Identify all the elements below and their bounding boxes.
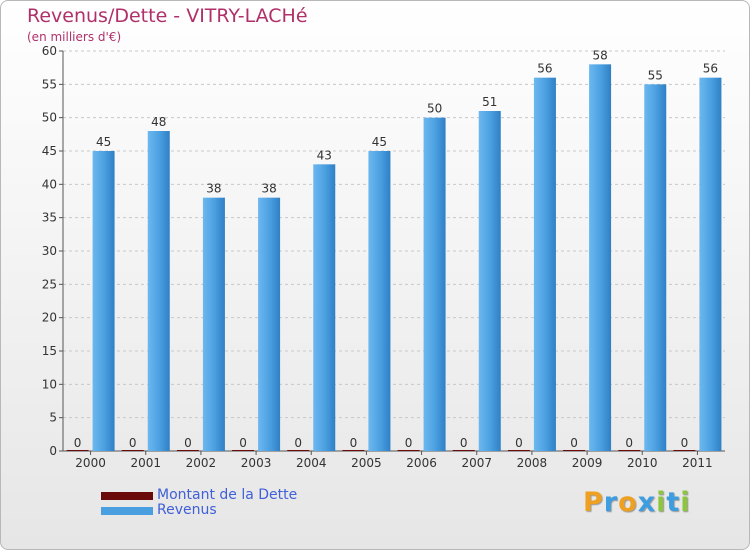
bar-revenus (533, 77, 556, 452)
bar-dette (618, 450, 641, 451)
data-label-revenus: 55 (648, 68, 663, 82)
y-tick-label: 35 (42, 211, 57, 225)
data-label-revenus: 38 (206, 182, 221, 196)
legend-swatch-revenus (101, 507, 153, 515)
logo-letter: P (583, 487, 604, 518)
y-tick-label: 10 (42, 377, 57, 391)
data-label-dette: 0 (294, 436, 302, 450)
data-label-dette: 0 (129, 436, 137, 450)
logo-letter: i (680, 487, 691, 518)
y-tick-label: 60 (42, 44, 57, 58)
legend-swatch-dette (101, 492, 153, 500)
data-label-revenus: 45 (372, 135, 387, 149)
data-labels: 0 45 0 48 0 38 0 38 0 43 0 45 0 50 0 51 0 56 0 58 0 55 0 56 (74, 48, 718, 450)
logo-letter: i (656, 487, 667, 518)
x-tick-label: 2006 (406, 456, 437, 470)
logo-letter: x (637, 487, 657, 518)
bar-dette (673, 450, 696, 451)
bar-dette (452, 450, 475, 451)
bar-dette (176, 450, 199, 451)
x-tick-label: 2005 (351, 456, 382, 470)
bar-revenus (147, 131, 170, 451)
data-label-revenus: 43 (317, 148, 332, 162)
data-label-dette: 0 (460, 436, 468, 450)
x-tick-label: 2003 (241, 456, 272, 470)
grid-lines (63, 50, 725, 452)
data-label-revenus: 56 (703, 62, 718, 76)
data-label-dette: 0 (515, 436, 523, 450)
data-label-revenus: 38 (261, 182, 276, 196)
x-tick-label: 2002 (186, 456, 217, 470)
x-tick-label: 2011 (682, 456, 713, 470)
x-tick-label: 2008 (517, 456, 548, 470)
y-tick-label: 20 (42, 311, 57, 325)
bar-revenus (478, 111, 501, 451)
x-tick-label: 2007 (461, 456, 492, 470)
data-label-revenus: 56 (537, 62, 552, 76)
data-label-revenus: 45 (96, 135, 111, 149)
bar-dette (66, 450, 89, 451)
x-tick-label: 2009 (572, 456, 603, 470)
bar-revenus (368, 151, 391, 451)
bar-revenus (589, 64, 612, 452)
legend-label-dette: Montant de la Dette (157, 487, 298, 503)
bar-dette (397, 450, 420, 451)
logo-letter: t (666, 487, 681, 518)
chart-subtitle: (en milliers d'€) (27, 30, 122, 44)
bar-dette (287, 450, 310, 451)
x-tick-label: 2004 (296, 456, 327, 470)
bar-dette (232, 450, 255, 451)
bar-dette (121, 450, 144, 451)
bar-revenus (92, 151, 115, 451)
y-tick-label: 50 (42, 111, 57, 125)
y-tick-label: 30 (42, 244, 57, 258)
legend-label-revenus: Revenus (157, 502, 217, 518)
bar-revenus (258, 197, 281, 451)
y-tick-label: 25 (42, 277, 57, 291)
axes (59, 50, 725, 455)
logo-letter: r (603, 487, 619, 518)
data-label-dette: 0 (405, 436, 413, 450)
data-label-dette: 0 (74, 436, 82, 450)
data-label-dette: 0 (184, 436, 192, 450)
y-tick-label: 0 (49, 444, 57, 458)
bar-revenus (699, 77, 722, 452)
y-tick-label: 45 (42, 144, 57, 158)
x-tick-label: 2001 (130, 456, 161, 470)
data-label-revenus: 50 (427, 102, 442, 116)
y-tick-label: 15 (42, 344, 57, 358)
y-tick-label: 40 (42, 177, 57, 191)
bar-revenus (202, 197, 225, 451)
bar-dette (342, 450, 365, 451)
bar-revenus (423, 117, 446, 452)
y-tick-label: 55 (42, 77, 57, 91)
data-label-dette: 0 (239, 436, 247, 450)
bar-dette (563, 450, 586, 451)
bars (66, 64, 722, 452)
logo-letter: o (618, 487, 638, 518)
data-label-dette: 0 (681, 436, 689, 450)
x-tick-label: 2000 (75, 456, 106, 470)
data-label-dette: 0 (625, 436, 633, 450)
data-label-revenus: 58 (592, 48, 607, 62)
data-label-revenus: 51 (482, 95, 497, 109)
chart-title: Revenus/Dette - VITRY-LACHé (27, 5, 308, 27)
proxiti-logo: Proxiti (583, 487, 691, 518)
y-tick-label: 5 (49, 411, 57, 425)
x-tick-label: 2010 (627, 456, 658, 470)
bar-revenus (644, 84, 667, 451)
bar-dette (507, 450, 530, 451)
data-label-dette: 0 (350, 436, 358, 450)
data-label-revenus: 48 (151, 115, 166, 129)
bar-revenus (313, 164, 336, 452)
data-label-dette: 0 (570, 436, 578, 450)
